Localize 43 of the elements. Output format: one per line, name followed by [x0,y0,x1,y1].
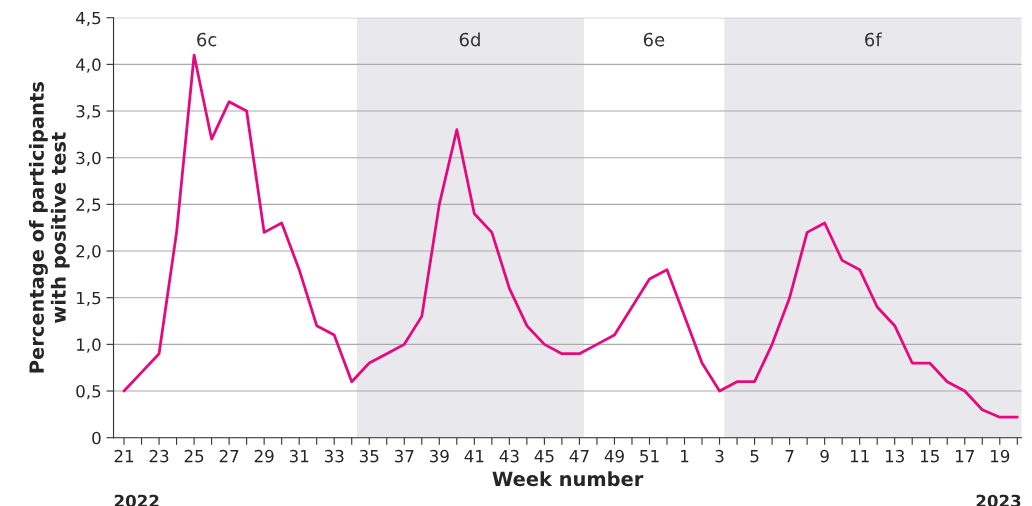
x-tick-label: 1 [681,450,689,463]
x-tick-label: 17 [955,450,974,463]
x-tick-label: 13 [885,449,904,463]
y-tick-label: 0 [92,431,101,445]
y-tick-label: 1,5 [77,291,101,306]
x-tick-label: 19 [991,449,1010,463]
y-axis-title: Percentage of participants with positive test [28,82,70,373]
y-tick-label: 2,5 [76,198,101,213]
x-tick-label: 49 [604,449,624,463]
x-tick-label: 29 [254,449,274,463]
x-tick-label: 23 [149,449,169,463]
x-tick-label: 27 [219,449,239,463]
x-tick-label: 37 [394,449,414,463]
x-tick-label: 15 [920,450,939,463]
x-tick-label: 9 [820,449,829,463]
y-tick-label: 1,0 [77,338,101,353]
y-tick-label: 4,5 [76,11,101,26]
y-tick-label: 2,0 [76,244,101,260]
annotation: 6e [643,32,665,47]
x-tick-label: 21 [114,449,134,463]
x-tick-label: 45 [534,450,554,463]
x-tick-label: 33 [324,449,344,463]
x-tick-label: 41 [464,450,484,463]
y-tick-label: 4,0 [76,58,101,73]
annotation: 6c [197,32,217,47]
x-tick-label: 31 [289,449,309,463]
y-tick-label: 3,0 [76,151,101,166]
x-tick-label: 51 [640,450,659,463]
line-series [122,53,1019,419]
x-tick-label: 39 [429,449,449,463]
x-tick-label: 25 [184,449,204,463]
annotation: 6f [865,32,883,47]
x-tick-label: 11 [850,450,869,463]
x-tick-label: 7 [785,450,794,463]
x-axis-title: Week number [492,471,644,487]
x-tick-label: 43 [499,449,519,463]
y-tick-label: 0,5 [76,384,101,400]
x-tick-label: 3 [715,449,724,463]
x-tick-label: 47 [569,450,589,463]
annotation: 6d [459,32,480,47]
x-tick-label: 35 [359,449,379,463]
y-tick-label: 3,5 [76,105,101,120]
x-tick-label: 5 [750,450,759,463]
